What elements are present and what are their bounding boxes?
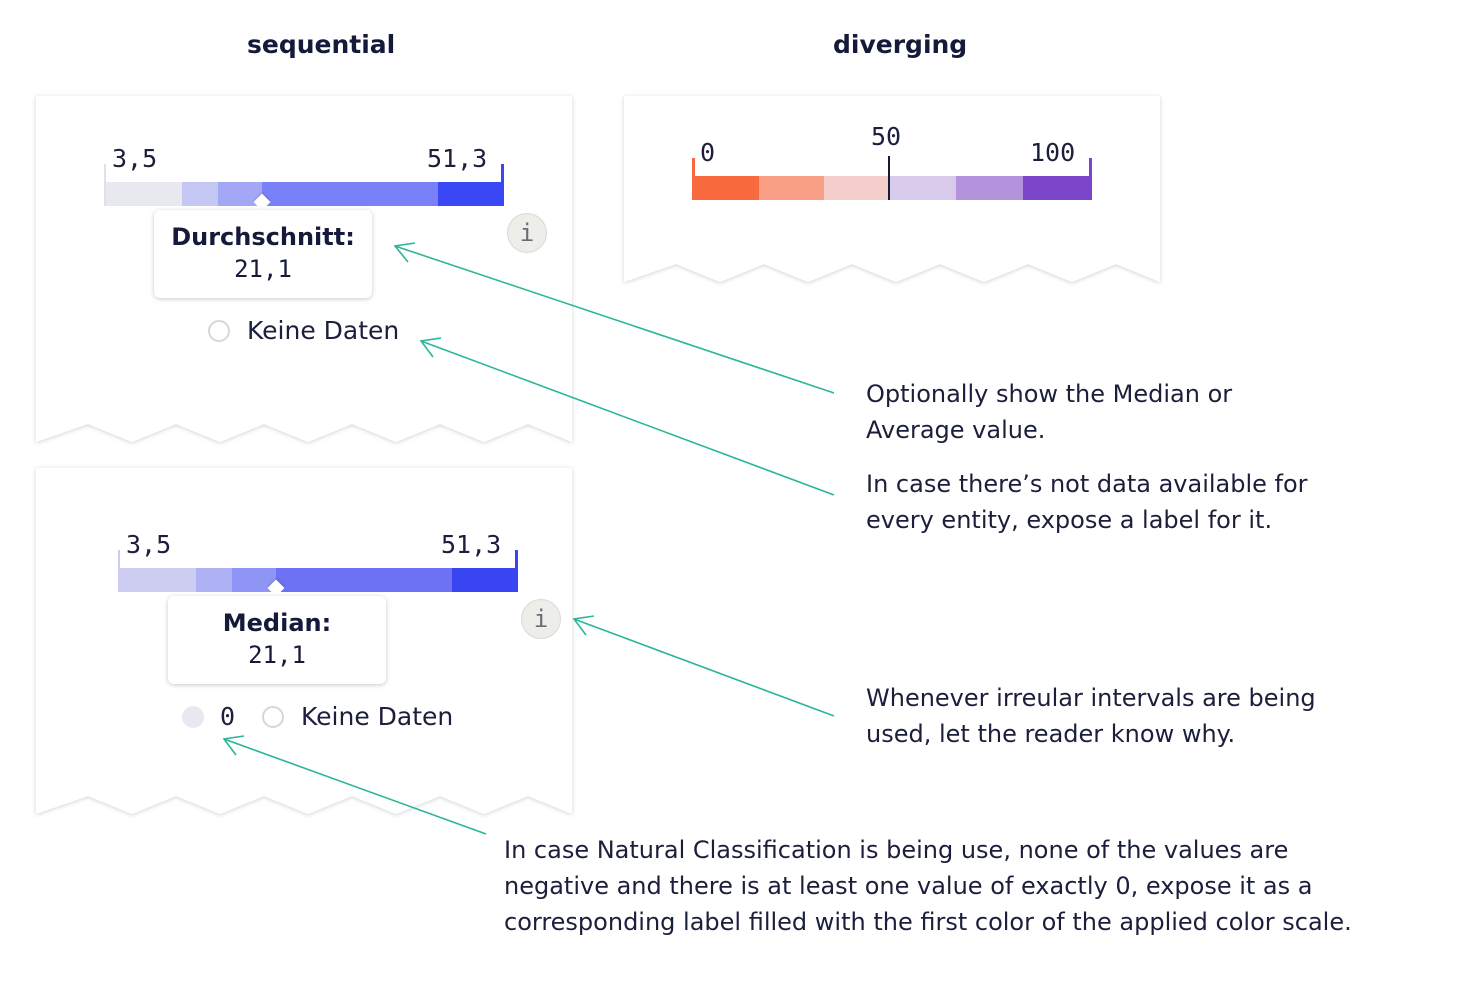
- color-bin-5: [956, 176, 1023, 200]
- note-line: corresponding label filled with the firs…: [504, 908, 1352, 936]
- no-data-label: Keine Daten: [301, 702, 454, 731]
- color-bin-4: [262, 182, 438, 206]
- arrow-no-data: [420, 340, 835, 496]
- color-bin-1: [692, 176, 759, 200]
- color-bin-4: [276, 568, 452, 592]
- tooltip-title: Median:: [222, 609, 332, 637]
- max-label: 51,3: [441, 530, 502, 559]
- note-line: Average value.: [866, 416, 1046, 444]
- min-tick: [118, 550, 120, 592]
- arrowhead-zero: [222, 735, 245, 756]
- max-tick: [501, 164, 504, 206]
- note-no-data: In case there’s not data available for e…: [866, 466, 1308, 538]
- note-irregular: Whenever irreular intervals are being us…: [866, 680, 1316, 752]
- color-bin-1: [104, 182, 182, 206]
- color-bin-6: [1023, 176, 1092, 200]
- arrowhead-no-data: [419, 337, 442, 358]
- no-data-swatch: [208, 320, 230, 342]
- color-bin-3: [824, 176, 890, 200]
- arrow-irregular: [573, 618, 835, 717]
- color-bin-1: [118, 568, 196, 592]
- tooltip-value: 21,1: [248, 641, 306, 669]
- arrow-zero: [223, 738, 487, 835]
- note-line: Optionally show the Median or: [866, 380, 1233, 408]
- arrowhead-irregular: [572, 615, 595, 636]
- average-tooltip: Durchschnitt: 21,1: [154, 210, 372, 298]
- max-label: 51,3: [427, 144, 488, 173]
- color-bin-2: [759, 176, 824, 200]
- max-tick: [515, 550, 518, 592]
- min-tick: [104, 164, 106, 206]
- min-label: 3,5: [126, 530, 172, 559]
- heading-diverging: diverging: [833, 30, 968, 59]
- min-tick: [692, 158, 695, 200]
- arrowhead-median: [393, 242, 416, 263]
- min-label: 3,5: [112, 144, 158, 173]
- note-line: In case Natural Classification is being …: [504, 836, 1289, 864]
- note-line: used, let the reader know why.: [866, 720, 1236, 748]
- note-median: Optionally show the Median or Average va…: [866, 376, 1232, 448]
- zero-label: 0: [220, 702, 236, 731]
- no-data-label: Keine Daten: [247, 316, 400, 345]
- zero-swatch: [182, 706, 204, 728]
- info-icon[interactable]: i: [521, 599, 561, 639]
- min-label: 0: [700, 138, 716, 167]
- color-bin-5: [452, 568, 518, 592]
- note-line: In case there’s not data available for: [866, 470, 1308, 498]
- mid-tick: [888, 156, 890, 200]
- note-line: Whenever irreular intervals are being: [866, 684, 1316, 712]
- tooltip-value: 21,1: [234, 255, 292, 283]
- note-line: negative and there is at least one value…: [504, 872, 1313, 900]
- tooltip-title: Durchschnitt:: [171, 223, 355, 251]
- mid-label: 50: [871, 122, 902, 151]
- note-natural: In case Natural Classification is being …: [504, 832, 1352, 940]
- max-label: 100: [1030, 138, 1076, 167]
- info-icon[interactable]: i: [507, 213, 547, 253]
- heading-sequential: sequential: [247, 30, 396, 59]
- color-bin-4: [890, 176, 956, 200]
- arrow-median: [394, 245, 835, 394]
- color-bin-2: [196, 568, 232, 592]
- note-line: every entity, expose a label for it.: [866, 506, 1273, 534]
- color-bin-2: [182, 182, 218, 206]
- median-tooltip: Median: 21,1: [168, 596, 386, 684]
- max-tick: [1089, 158, 1092, 200]
- no-data-swatch: [262, 706, 284, 728]
- color-bin-5: [438, 182, 504, 206]
